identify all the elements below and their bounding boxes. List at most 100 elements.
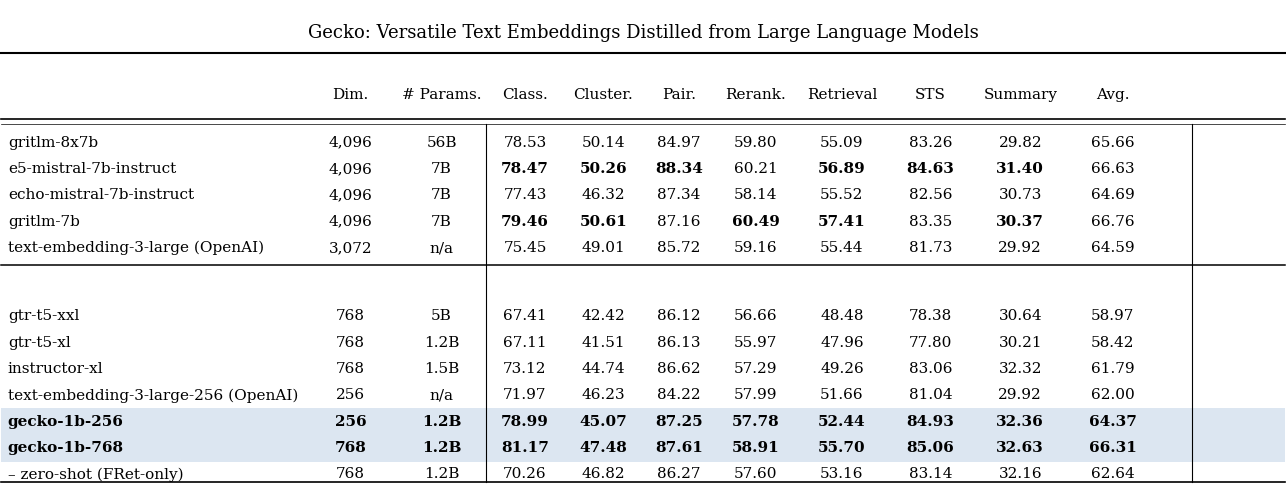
Text: STS: STS [916, 88, 946, 102]
Text: 86.62: 86.62 [657, 362, 701, 376]
Text: 78.53: 78.53 [503, 136, 547, 150]
Text: 47.96: 47.96 [820, 336, 864, 350]
Text: 64.59: 64.59 [1091, 241, 1134, 255]
Text: 83.14: 83.14 [909, 467, 952, 482]
Text: e5-mistral-7b-instruct: e5-mistral-7b-instruct [8, 162, 176, 176]
Text: 58.91: 58.91 [732, 441, 779, 455]
Text: 84.63: 84.63 [907, 162, 954, 176]
Text: 57.60: 57.60 [734, 467, 778, 482]
Text: 46.23: 46.23 [581, 388, 625, 402]
Text: 48.48: 48.48 [820, 310, 864, 323]
Text: 59.16: 59.16 [734, 241, 778, 255]
Text: 66.63: 66.63 [1091, 162, 1134, 176]
Text: 32.36: 32.36 [997, 415, 1044, 429]
Text: 32.16: 32.16 [998, 467, 1042, 482]
Text: 62.00: 62.00 [1091, 388, 1134, 402]
Text: 4,096: 4,096 [328, 215, 373, 229]
Text: 29.82: 29.82 [998, 136, 1042, 150]
Text: 53.16: 53.16 [820, 467, 864, 482]
Text: 81.17: 81.17 [502, 441, 549, 455]
Text: 30.64: 30.64 [998, 310, 1042, 323]
Text: 71.97: 71.97 [503, 388, 547, 402]
Text: 66.31: 66.31 [1089, 441, 1137, 455]
Text: 66.76: 66.76 [1091, 215, 1134, 229]
Text: 81.73: 81.73 [909, 241, 952, 255]
Text: 46.82: 46.82 [581, 467, 625, 482]
Text: 64.69: 64.69 [1091, 188, 1134, 202]
Text: 5B: 5B [431, 310, 451, 323]
Text: 87.34: 87.34 [657, 188, 701, 202]
Text: 85.72: 85.72 [657, 241, 701, 255]
Text: 60.49: 60.49 [732, 215, 779, 229]
Text: 1.2B: 1.2B [422, 441, 462, 455]
Text: 3,072: 3,072 [329, 241, 372, 255]
Text: text-embedding-3-large (OpenAI): text-embedding-3-large (OpenAI) [8, 241, 264, 255]
Text: gritlm-7b: gritlm-7b [8, 215, 80, 229]
Text: 58.97: 58.97 [1091, 310, 1134, 323]
Text: Avg.: Avg. [1096, 88, 1129, 102]
Text: 62.64: 62.64 [1091, 467, 1134, 482]
Text: 55.52: 55.52 [820, 188, 864, 202]
Text: # Params.: # Params. [401, 88, 481, 102]
Text: instructor-xl: instructor-xl [8, 362, 103, 376]
Text: 86.27: 86.27 [657, 467, 701, 482]
Text: 87.61: 87.61 [655, 441, 703, 455]
Text: 55.09: 55.09 [820, 136, 864, 150]
Text: 44.74: 44.74 [581, 362, 625, 376]
Text: Retrieval: Retrieval [806, 88, 877, 102]
Text: 29.92: 29.92 [998, 388, 1042, 402]
Text: 32.63: 32.63 [997, 441, 1044, 455]
Bar [1, 408, 1285, 435]
Text: 768: 768 [336, 310, 365, 323]
Text: 55.70: 55.70 [818, 441, 865, 455]
Text: 77.80: 77.80 [909, 336, 952, 350]
Text: 79.46: 79.46 [502, 215, 549, 229]
Text: 78.47: 78.47 [502, 162, 549, 176]
Text: gtr-t5-xl: gtr-t5-xl [8, 336, 71, 350]
Text: 57.29: 57.29 [734, 362, 778, 376]
Text: 42.42: 42.42 [581, 310, 625, 323]
Text: 83.06: 83.06 [909, 362, 952, 376]
Text: 83.26: 83.26 [909, 136, 952, 150]
Text: 1.2B: 1.2B [422, 415, 462, 429]
Text: 83.35: 83.35 [909, 215, 952, 229]
Text: 30.37: 30.37 [997, 215, 1044, 229]
Text: text-embedding-3-large-256 (OpenAI): text-embedding-3-large-256 (OpenAI) [8, 388, 298, 403]
Text: 87.16: 87.16 [657, 215, 701, 229]
Text: 41.51: 41.51 [581, 336, 625, 350]
Text: 7B: 7B [431, 162, 451, 176]
Text: 81.04: 81.04 [909, 388, 952, 402]
Text: 59.80: 59.80 [734, 136, 778, 150]
Text: 768: 768 [336, 362, 365, 376]
Text: 768: 768 [336, 467, 365, 482]
Text: Rerank.: Rerank. [725, 88, 786, 102]
Text: 56.66: 56.66 [734, 310, 778, 323]
Text: 50.61: 50.61 [580, 215, 628, 229]
Text: 768: 768 [336, 336, 365, 350]
Text: 58.42: 58.42 [1091, 336, 1134, 350]
Text: gtr-t5-xxl: gtr-t5-xxl [8, 310, 80, 323]
Text: 47.48: 47.48 [579, 441, 628, 455]
Text: 87.25: 87.25 [655, 415, 702, 429]
Text: 75.45: 75.45 [503, 241, 547, 255]
Text: Pair.: Pair. [662, 88, 696, 102]
Text: 256: 256 [334, 415, 367, 429]
Text: 73.12: 73.12 [503, 362, 547, 376]
Text: 32.32: 32.32 [998, 362, 1042, 376]
Text: 4,096: 4,096 [328, 188, 373, 202]
Text: echo-mistral-7b-instruct: echo-mistral-7b-instruct [8, 188, 194, 202]
Text: 57.78: 57.78 [732, 415, 779, 429]
Text: 1.2B: 1.2B [424, 467, 459, 482]
Text: 49.01: 49.01 [581, 241, 625, 255]
Text: 86.13: 86.13 [657, 336, 701, 350]
Text: 84.22: 84.22 [657, 388, 701, 402]
Text: 256: 256 [336, 388, 365, 402]
Text: 57.99: 57.99 [734, 388, 778, 402]
Text: 1.2B: 1.2B [424, 336, 459, 350]
Text: 61.79: 61.79 [1091, 362, 1134, 376]
Text: 7B: 7B [431, 215, 451, 229]
Text: 86.12: 86.12 [657, 310, 701, 323]
Text: 1.5B: 1.5B [424, 362, 459, 376]
Text: 52.44: 52.44 [818, 415, 865, 429]
Text: 56B: 56B [426, 136, 457, 150]
